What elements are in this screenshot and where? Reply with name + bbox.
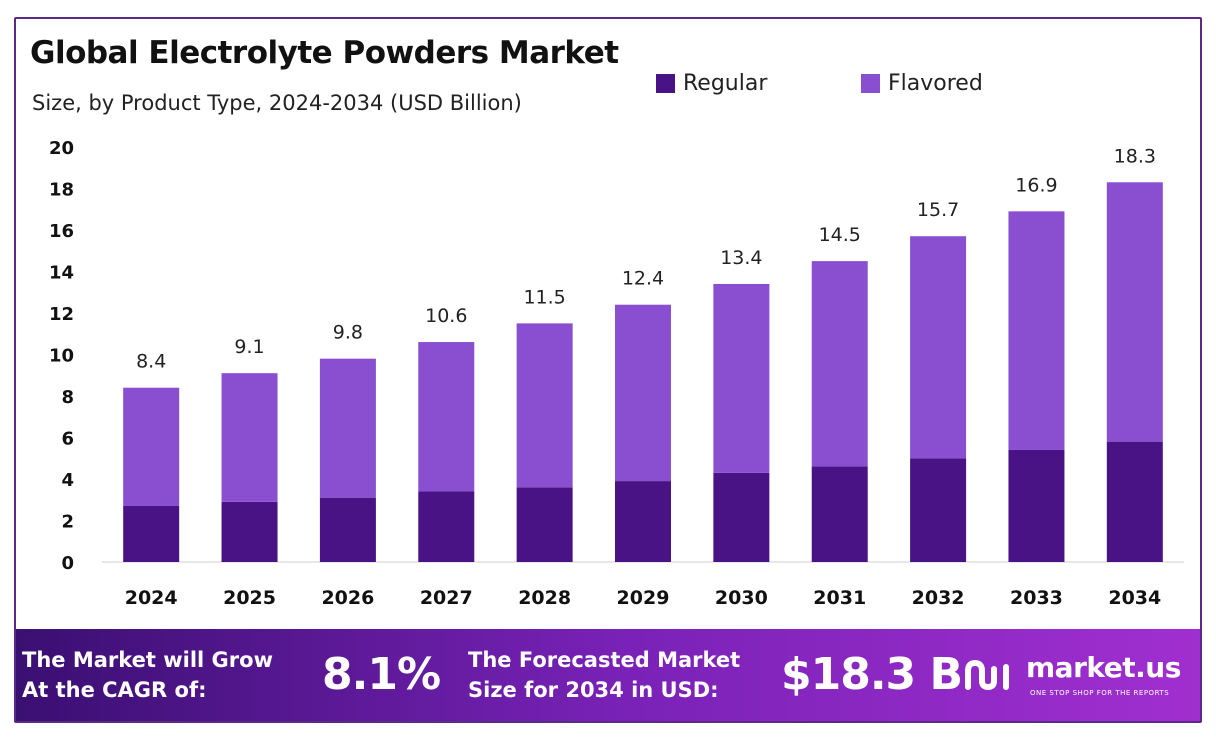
bar-regular-2024 <box>123 505 180 562</box>
x-tick-label-2031: 2031 <box>813 587 866 609</box>
total-label-2031: 14.5 <box>819 224 861 246</box>
total-label-2027: 10.6 <box>425 305 467 327</box>
forecast-label-line-1: The Forecasted Market <box>468 648 741 672</box>
forecast-label-line-2: Size for 2034 in USD: <box>468 678 719 702</box>
x-tick-label-2024: 2024 <box>125 587 178 609</box>
chart-card: Global Electrolyte Powders Market Size, … <box>14 17 1202 723</box>
bar-flavored-2031 <box>811 261 868 467</box>
bar-regular-2027 <box>418 491 475 562</box>
total-label-2026: 9.8 <box>333 322 363 344</box>
bar-regular-2033 <box>1008 449 1065 562</box>
legend-label-regular: Regular <box>683 71 768 96</box>
bar-flavored-2030 <box>713 283 770 473</box>
bar-flavored-2034 <box>1106 182 1163 442</box>
bar-flavored-2026 <box>319 358 376 498</box>
legend-item-regular: Regular <box>656 71 767 96</box>
bar-regular-2031 <box>811 466 868 562</box>
total-label-2029: 12.4 <box>622 268 664 290</box>
total-label-2033: 16.9 <box>1015 174 1057 196</box>
bar-flavored-2032 <box>910 236 967 459</box>
bar-flavored-2028 <box>516 323 573 488</box>
y-tick-label: 18 <box>49 180 74 201</box>
legend-label-flavored: Flavored <box>888 71 983 96</box>
bar-regular-2030 <box>713 472 770 562</box>
x-tick-label-2025: 2025 <box>223 587 276 609</box>
bar-regular-2029 <box>615 481 671 562</box>
bar-regular-2028 <box>516 487 573 562</box>
forecast-value: $18.3 B <box>781 649 963 700</box>
x-tick-label-2033: 2033 <box>1010 587 1063 609</box>
total-label-2034: 18.3 <box>1114 145 1156 167</box>
cagr-label-line-2: At the CAGR of: <box>22 678 207 702</box>
y-tick-label: 16 <box>49 221 74 242</box>
total-label-2030: 13.4 <box>720 247 762 269</box>
chart-subtitle: Size, by Product Type, 2024-2034 (USD Bi… <box>32 91 522 115</box>
bar-flavored-2025 <box>221 373 278 502</box>
legend-swatch-flavored <box>861 74 880 93</box>
y-tick-label: 10 <box>49 346 74 367</box>
y-tick-label: 2 <box>61 512 74 533</box>
cagr-label: The Market will Grow At the CAGR of: <box>22 645 273 705</box>
bar-flavored-2029 <box>615 304 671 482</box>
x-tick-label-2029: 2029 <box>617 587 670 609</box>
x-tick-label-2030: 2030 <box>715 587 768 609</box>
y-tick-label: 0 <box>61 553 74 574</box>
cagr-label-line-1: The Market will Grow <box>22 648 273 672</box>
y-tick-label: 8 <box>61 387 74 408</box>
total-label-2032: 15.7 <box>917 199 959 221</box>
total-label-2025: 9.1 <box>234 336 264 358</box>
chart-title: Global Electrolyte Powders Market <box>30 35 619 71</box>
legend-swatch-regular <box>656 74 675 93</box>
cagr-value: 8.1% <box>322 649 441 700</box>
bar-regular-2034 <box>1106 441 1163 562</box>
y-tick-label: 4 <box>61 470 74 491</box>
x-tick-label-2028: 2028 <box>518 587 571 609</box>
x-tick-label-2026: 2026 <box>321 587 374 609</box>
brand-tagline: ONE STOP SHOP FOR THE REPORTS <box>1030 689 1170 697</box>
forecast-label: The Forecasted Market Size for 2034 in U… <box>468 645 740 705</box>
bar-flavored-2027 <box>418 342 475 492</box>
y-tick-label: 14 <box>49 263 74 284</box>
total-label-2028: 11.5 <box>523 286 565 308</box>
bar-flavored-2033 <box>1008 211 1065 450</box>
y-tick-label: 12 <box>49 304 74 325</box>
bar-regular-2025 <box>221 501 278 562</box>
bar-regular-2032 <box>910 458 967 562</box>
y-tick-label: 6 <box>61 429 74 450</box>
bar-flavored-2024 <box>123 387 180 506</box>
x-tick-label-2032: 2032 <box>912 587 965 609</box>
brand-name: market.us <box>1026 651 1181 684</box>
summary-banner: The Market will Grow At the CAGR of: 8.1… <box>16 629 1200 721</box>
bar-regular-2026 <box>319 497 376 562</box>
x-tick-label-2034: 2034 <box>1108 587 1161 609</box>
stacked-bar-chart: 0 2 4 6 8 10 12 14 16 18 20 8.4 2024 9.1 2025 9.8 2026 10… <box>49 138 1184 609</box>
y-tick-label: 20 <box>49 138 74 159</box>
legend-item-flavored: Flavored <box>861 71 983 96</box>
total-label-2024: 8.4 <box>136 351 166 373</box>
market-us-logo-icon <box>965 659 1009 691</box>
x-tick-label-2027: 2027 <box>420 587 473 609</box>
